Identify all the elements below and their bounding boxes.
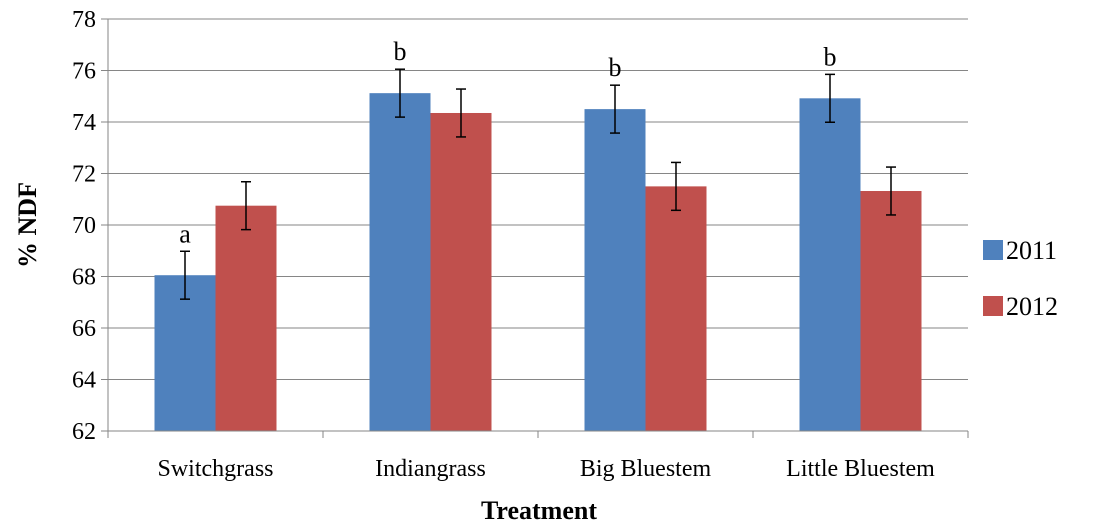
- significance-letter: b: [824, 42, 837, 71]
- error-bar-2011: [825, 73, 835, 124]
- x-axis-title: Treatment: [481, 496, 597, 525]
- bar-2012: [430, 112, 492, 432]
- legend-label-2011: 2011: [1006, 236, 1057, 265]
- error-bar-2011: [610, 84, 620, 134]
- y-axis-title: % NDF: [13, 182, 42, 268]
- bars: [154, 93, 922, 432]
- y-tick-label: 66: [72, 316, 96, 342]
- x-tick-label: Little Bluestem: [786, 456, 935, 482]
- y-tick-label: 68: [72, 265, 96, 291]
- error-bar-2012: [456, 88, 466, 138]
- error-bar-2012: [671, 161, 681, 212]
- y-tick-label: 74: [72, 110, 96, 136]
- legend: 2011 2012: [983, 236, 1058, 321]
- y-tick-label: 78: [72, 7, 96, 33]
- legend-label-2012: 2012: [1006, 292, 1058, 321]
- legend-swatch-2012: [983, 296, 1003, 316]
- significance-letter: b: [609, 53, 622, 82]
- y-tick-label: 64: [72, 368, 96, 394]
- bar-2012: [645, 186, 707, 431]
- x-tick-labels: Switchgrass Indiangrass Big Bluestem Little…: [158, 456, 936, 482]
- significance-letter: a: [179, 219, 191, 248]
- x-tick-label: Switchgrass: [158, 456, 274, 482]
- significance-letter: b: [394, 37, 407, 66]
- bar-2011: [799, 98, 861, 431]
- bar-2012: [215, 205, 277, 431]
- error-bar-2012: [886, 166, 896, 216]
- x-tick-label: Big Bluestem: [580, 456, 712, 482]
- y-tick-label: 62: [72, 419, 96, 445]
- bar-2012: [860, 191, 922, 431]
- axes: [101, 18, 969, 438]
- x-tick-label: Indiangrass: [375, 456, 486, 482]
- error-bars: [180, 68, 896, 300]
- y-tick-label: 76: [72, 59, 96, 85]
- bar-2011: [369, 93, 431, 431]
- bar-2011: [154, 275, 216, 431]
- legend-swatch-2011: [983, 240, 1003, 260]
- y-tick-label: 72: [72, 162, 96, 188]
- bar-2011: [584, 109, 646, 431]
- error-bar-2012: [241, 180, 251, 231]
- error-bar-2011: [395, 68, 405, 118]
- error-bar-2011: [180, 250, 190, 300]
- y-tick-label: 70: [72, 213, 96, 239]
- significance-letters: a b b b: [179, 37, 836, 248]
- y-tick-labels: 62 64 66 68 70 72 74 76 78: [72, 7, 96, 445]
